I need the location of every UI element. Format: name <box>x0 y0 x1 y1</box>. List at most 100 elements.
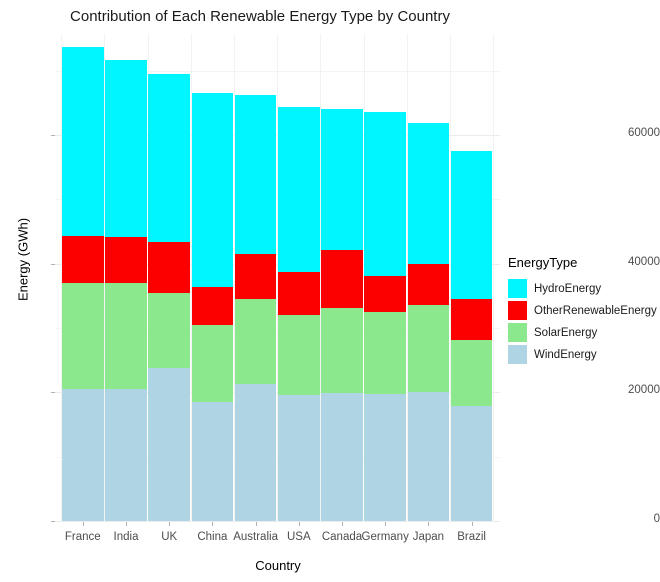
bar-segment-windenergy[interactable] <box>321 392 363 521</box>
bar-segment-otherrenewableenergy[interactable] <box>148 242 190 293</box>
bar-segment-windenergy[interactable] <box>105 389 147 521</box>
bar-segment-hydroenergy[interactable] <box>278 107 320 273</box>
bar-segment-solarenergy[interactable] <box>450 340 493 406</box>
bar-segment-hydroenergy[interactable] <box>321 108 363 251</box>
gridline-vertical <box>104 34 106 522</box>
gridline-vertical <box>450 34 451 522</box>
y-axis-title: Energy (GWh) <box>15 217 31 302</box>
x-tick-mark <box>82 522 84 526</box>
gridline-vertical <box>190 34 192 522</box>
bar-segment-windenergy[interactable] <box>364 394 406 521</box>
bar-canada[interactable] <box>321 108 363 521</box>
x-tick-mark <box>385 522 387 526</box>
legend-item-solarenergy[interactable]: SolarEnergy <box>508 322 657 343</box>
bar-china[interactable] <box>191 93 234 521</box>
bar-segment-hydroenergy[interactable] <box>105 59 147 237</box>
legend-item-hydroenergy[interactable]: HydroEnergy <box>508 278 657 299</box>
gridline-vertical <box>234 34 235 522</box>
bar-segment-otherrenewableenergy[interactable] <box>234 254 277 300</box>
legend-title: EnergyType <box>508 255 578 270</box>
x-tick-label-france: France <box>64 531 101 543</box>
gridline-vertical <box>493 34 495 522</box>
legend-label: WindEnergy <box>534 348 597 361</box>
x-tick-mark <box>126 522 127 526</box>
legend-label: SolarEnergy <box>534 326 598 339</box>
legend-item-windenergy[interactable]: WindEnergy <box>508 344 657 365</box>
chart-title: Contribution of Each Renewable Energy Ty… <box>70 8 450 25</box>
bar-segment-solarenergy[interactable] <box>105 282 147 390</box>
x-tick-label-usa: USA <box>286 531 311 543</box>
bar-segment-windenergy[interactable] <box>191 401 234 521</box>
bar-segment-windenergy[interactable] <box>407 392 450 521</box>
y-tick-mark <box>51 263 55 265</box>
bar-segment-solarenergy[interactable] <box>278 315 320 395</box>
x-tick-label-brazil: Brazil <box>457 531 486 543</box>
bar-segment-hydroenergy[interactable] <box>191 93 234 287</box>
bar-segment-solarenergy[interactable] <box>407 304 450 393</box>
bar-japan[interactable] <box>407 122 450 521</box>
bar-segment-solarenergy[interactable] <box>364 311 406 395</box>
bar-uk[interactable] <box>148 73 190 521</box>
gridline-vertical <box>363 34 365 522</box>
bar-germany[interactable] <box>364 111 406 521</box>
bar-segment-hydroenergy[interactable] <box>234 95 277 255</box>
y-tick-label: 0 <box>653 513 660 525</box>
y-tick-label: 60000 <box>628 127 660 139</box>
legend-label: HydroEnergy <box>534 282 602 295</box>
bar-france[interactable] <box>62 46 104 521</box>
legend-label: OtherRenewableEnergy <box>534 304 657 317</box>
bar-segment-windenergy[interactable] <box>450 405 493 521</box>
bar-segment-solarenergy[interactable] <box>234 299 277 384</box>
x-tick-label-canada: Canada <box>321 531 363 543</box>
bar-segment-solarenergy[interactable] <box>148 292 190 368</box>
x-tick-label-india: India <box>113 531 139 543</box>
bar-segment-otherrenewableenergy[interactable] <box>191 286 234 325</box>
legend-swatch-otherrenewableenergy <box>508 301 527 320</box>
bar-india[interactable] <box>105 59 147 521</box>
bar-australia[interactable] <box>234 95 277 521</box>
y-tick-mark <box>51 392 55 394</box>
bar-segment-windenergy[interactable] <box>62 389 104 521</box>
x-tick-label-japan: Japan <box>412 531 445 543</box>
bar-segment-solarenergy[interactable] <box>191 324 234 402</box>
bar-segment-windenergy[interactable] <box>278 394 320 521</box>
bar-segment-otherrenewableenergy[interactable] <box>278 272 320 316</box>
bar-segment-windenergy[interactable] <box>148 367 190 521</box>
x-axis-title: Country <box>255 558 301 573</box>
bar-segment-windenergy[interactable] <box>234 383 277 521</box>
x-tick-mark <box>169 522 171 526</box>
y-tick-label: 20000 <box>628 384 660 397</box>
x-tick-mark <box>212 522 214 526</box>
x-tick-mark <box>342 522 343 526</box>
bar-segment-hydroenergy[interactable] <box>148 73 190 243</box>
bar-segment-otherrenewableenergy[interactable] <box>321 250 363 309</box>
bar-segment-otherrenewableenergy[interactable] <box>407 264 450 305</box>
bar-segment-solarenergy[interactable] <box>62 282 104 390</box>
bar-segment-hydroenergy[interactable] <box>450 151 493 300</box>
bar-segment-otherrenewableenergy[interactable] <box>105 236 147 283</box>
bar-segment-otherrenewableenergy[interactable] <box>450 299 493 341</box>
gridline-vertical <box>147 34 149 522</box>
bar-segment-hydroenergy[interactable] <box>407 122 450 265</box>
gridline-vertical <box>277 34 279 522</box>
plot-panel <box>55 34 500 522</box>
bar-segment-otherrenewableenergy[interactable] <box>364 275 406 312</box>
x-tick-mark <box>255 522 257 526</box>
bar-segment-hydroenergy[interactable] <box>364 111 406 276</box>
gridline-vertical <box>61 34 63 522</box>
x-tick-mark <box>428 522 430 526</box>
bar-segment-hydroenergy[interactable] <box>62 46 104 237</box>
legend: EnergyType HydroEnergy OtherRenewableEner… <box>508 255 657 366</box>
x-tick-label-uk: UK <box>161 531 178 543</box>
bar-usa[interactable] <box>278 107 320 521</box>
bar-brazil[interactable] <box>450 151 493 521</box>
x-tick-label-australia: Australia <box>233 531 278 543</box>
bar-segment-solarenergy[interactable] <box>321 308 363 393</box>
gridline-vertical <box>320 34 322 522</box>
legend-item-otherrenewableenergy[interactable]: OtherRenewableEnergy <box>508 300 657 321</box>
legend-swatch-windenergy <box>508 345 527 364</box>
gridline-vertical <box>406 34 408 522</box>
y-tick-mark <box>51 135 55 136</box>
bar-segment-otherrenewableenergy[interactable] <box>62 236 104 283</box>
